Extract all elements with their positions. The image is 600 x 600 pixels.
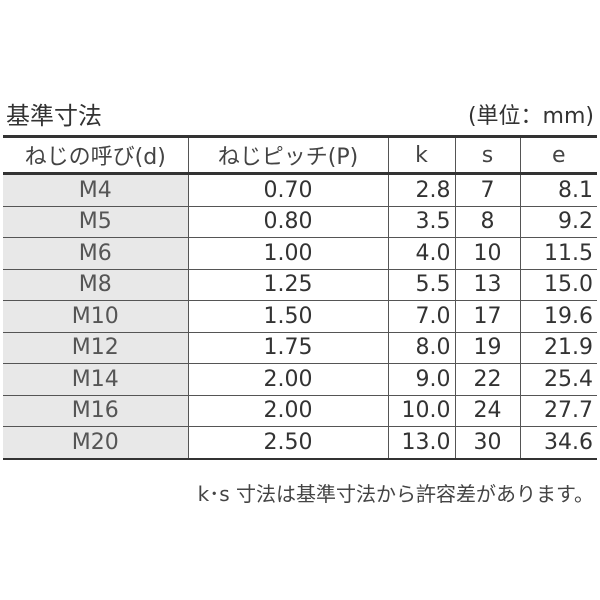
- table-cell: 0.80: [187, 206, 388, 238]
- table-cell: 7.0: [387, 300, 455, 333]
- table-cell: 21.9: [519, 332, 597, 364]
- table-cell: 22: [454, 363, 520, 396]
- table-cell: 2.8: [387, 173, 455, 207]
- table-cell: 34.6: [519, 426, 597, 460]
- column-header: ねじの呼び(d): [24, 145, 166, 170]
- table-row: M6 1.00 4.0 10 11.5: [3, 237, 597, 270]
- table-cell: M6: [3, 237, 188, 270]
- table-cell: 19: [454, 332, 520, 364]
- table-cell: 2.00: [187, 363, 388, 396]
- table-cell: M4: [3, 173, 188, 207]
- column-header: e: [519, 136, 597, 174]
- table-cell: M5: [3, 206, 188, 238]
- table-cell: 7: [454, 173, 520, 207]
- column-header: ねじピッチ(P): [187, 136, 388, 174]
- table-cell: 9.0: [387, 363, 455, 396]
- table-cell: 1.50: [187, 300, 388, 333]
- dimension-table: ねじの呼び(d) ねじピッチ(P) k s e M4 0.70 2.8 7 8.1 M5 0.80 3…: [3, 135, 597, 460]
- table-row: M4 0.70 2.8 7 8.1: [3, 173, 597, 207]
- table-cell: 10.0: [387, 395, 455, 427]
- table-cell: 2.00: [187, 395, 388, 427]
- column-header: s: [454, 136, 520, 174]
- table-cell: 5.5: [387, 269, 455, 301]
- table-cell: 8.1: [519, 173, 597, 207]
- table-row: M20 2.50 13.0 30 34.6: [3, 426, 597, 460]
- table-row: M5 0.80 3.5 8 9.2: [3, 206, 597, 238]
- footnote: k･s 寸法は基準寸法から許容差があります。: [197, 482, 594, 506]
- table-cell: 2.50: [187, 426, 388, 460]
- table-cell: 4.0: [387, 237, 455, 270]
- header-row: ねじの呼び(d) ねじピッチ(P) k s e: [3, 136, 597, 174]
- table-cell: 1.00: [187, 237, 388, 270]
- table-cell: 25.4: [519, 363, 597, 396]
- table-cell: 15.0: [519, 269, 597, 301]
- table-cell: 8: [454, 206, 520, 238]
- table-cell: M12: [3, 332, 188, 364]
- table-row: M14 2.00 9.0 22 25.4: [3, 363, 597, 396]
- table-cell: M16: [3, 395, 188, 427]
- table-row: M16 2.00 10.0 24 27.7: [3, 395, 597, 427]
- unit-label: (単位：mm): [467, 104, 594, 129]
- table-cell: 13: [454, 269, 520, 301]
- table-cell: 1.75: [187, 332, 388, 364]
- table-cell: M20: [3, 426, 188, 460]
- table-cell: 19.6: [519, 300, 597, 333]
- column-header: k: [387, 136, 455, 174]
- table-cell: M10: [3, 300, 188, 333]
- page-title: 基準寸法: [6, 102, 102, 130]
- table-cell: M8: [3, 269, 188, 301]
- table-cell: 13.0: [387, 426, 455, 460]
- table-row: M10 1.50 7.0 17 19.6: [3, 300, 597, 333]
- table-cell: 11.5: [519, 237, 597, 270]
- table-cell: 17: [454, 300, 520, 333]
- table-cell: 24: [454, 395, 520, 427]
- table-cell: 10: [454, 237, 520, 270]
- table-cell: M14: [3, 363, 188, 396]
- table-cell: 8.0: [387, 332, 455, 364]
- table-row: M12 1.75 8.0 19 21.9: [3, 332, 597, 364]
- table-cell: 27.7: [519, 395, 597, 427]
- table-cell: 30: [454, 426, 520, 460]
- table-cell: 1.25: [187, 269, 388, 301]
- table-cell: 3.5: [387, 206, 455, 238]
- table-cell: 9.2: [519, 206, 597, 238]
- table-row: M8 1.25 5.5 13 15.0: [3, 269, 597, 301]
- table-cell: 0.70: [187, 173, 388, 207]
